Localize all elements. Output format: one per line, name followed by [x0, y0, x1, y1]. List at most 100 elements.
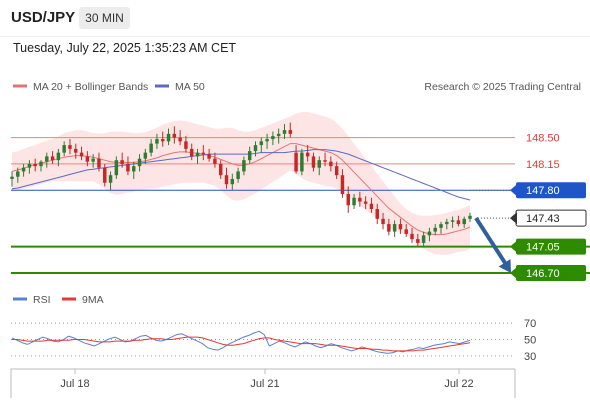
- candle-body: [120, 160, 124, 164]
- candles-layer: [10, 122, 472, 247]
- candle-body: [56, 152, 61, 161]
- candle-body: [392, 224, 397, 232]
- price-labels-layer: 148.50 148.15 147.80 147.43 147.05 146.70: [510, 133, 587, 281]
- credit-label: Research © 2025 Trading Central: [424, 81, 581, 93]
- datetime-label: Tuesday, July 22, 2025 1:35:23 AM CET: [13, 41, 237, 55]
- price-tag-text: 146.70: [526, 268, 560, 280]
- candle-body: [323, 160, 327, 162]
- candle-body: [456, 220, 461, 225]
- price-levels-layer: [11, 137, 590, 274]
- candle-body: [265, 139, 269, 142]
- rsi-legend: RSI 9MA: [13, 294, 104, 306]
- candle-body: [62, 145, 66, 153]
- candle-body: [21, 167, 26, 172]
- price-label-148.50: 148.50: [526, 133, 560, 145]
- price-tag-bg: [516, 264, 586, 281]
- candle-body: [450, 220, 455, 222]
- candle-body: [340, 175, 345, 194]
- ma50-legend-label: MA 50: [175, 81, 205, 93]
- candle-body: [276, 133, 281, 137]
- candle-body: [166, 133, 171, 142]
- candle-body: [114, 160, 119, 176]
- price-tag-146.70: 146.70: [510, 264, 586, 281]
- candle-body: [108, 175, 113, 183]
- price-tag-147.05: 147.05: [510, 238, 586, 255]
- candle-body: [137, 158, 142, 167]
- candle-body: [79, 152, 84, 157]
- candle-body: [334, 166, 339, 176]
- candle-body: [363, 201, 368, 204]
- candle-body: [346, 194, 350, 206]
- rsi-series-RSI: [11, 330, 471, 354]
- forecast-arrow-shaft: [474, 216, 509, 268]
- candle-body: [230, 178, 235, 185]
- candle-body: [103, 167, 107, 183]
- price-tag-text: 147.05: [526, 242, 560, 254]
- rsi-series-9MA: [12, 336, 471, 352]
- ma9-legend-label: 9MA: [82, 294, 104, 306]
- candle-body: [224, 175, 229, 185]
- price-tag-pointer: [510, 266, 517, 279]
- candle-body: [427, 231, 432, 236]
- top-bar: USD/JPY 30 MIN: [0, 0, 590, 37]
- candle-body: [282, 130, 287, 134]
- price-tag-bg: [516, 182, 586, 199]
- symbol-title: USD/JPY: [11, 9, 76, 26]
- price-tag-147.80: 147.80: [510, 182, 586, 199]
- rsi-legend-label: RSI: [33, 294, 51, 306]
- rsi-panel: 70 50 30: [11, 318, 536, 363]
- candle-body: [369, 203, 374, 210]
- candle-body: [39, 161, 43, 167]
- ma50-line: [11, 149, 471, 201]
- candle-body: [178, 137, 182, 142]
- candle-body: [218, 163, 223, 176]
- price-label-148.15: 148.15: [526, 159, 560, 171]
- x-tick-label: Jul 18: [60, 378, 89, 390]
- timeframe-button[interactable]: 30 MIN: [79, 7, 130, 29]
- bollinger-band-layer: [12, 112, 470, 255]
- rsi-tick-70: 70: [524, 318, 536, 330]
- bollinger-band-area: [12, 112, 470, 255]
- candle-body: [421, 235, 426, 243]
- price-tag-pointer: [510, 212, 517, 225]
- candle-body: [329, 161, 333, 167]
- price-tag-pointer: [510, 240, 517, 253]
- candle-body: [97, 158, 101, 168]
- candle-body: [387, 224, 391, 232]
- candle-body: [253, 145, 258, 152]
- candle-body: [184, 141, 188, 149]
- candle-body: [242, 160, 246, 172]
- candle-body: [195, 152, 200, 157]
- candle-body: [294, 152, 298, 172]
- candle-body: [68, 145, 72, 149]
- forecast-arrow-layer: [474, 216, 511, 273]
- candle-body: [236, 171, 240, 179]
- candle-body: [416, 239, 420, 243]
- candle-body: [288, 130, 293, 134]
- candle-body: [381, 218, 385, 225]
- candle-body: [143, 152, 148, 159]
- candle-body: [160, 139, 165, 142]
- candle-body: [149, 143, 153, 153]
- candle-body: [410, 233, 414, 240]
- candle-body: [207, 154, 211, 159]
- candle-body: [404, 229, 408, 234]
- candle-body: [91, 158, 95, 162]
- price-tag-text: 147.80: [526, 185, 560, 197]
- price-tag-pointer: [510, 184, 517, 197]
- candle-body: [27, 163, 32, 168]
- price-tag-bg: [516, 238, 586, 255]
- candle-body: [300, 152, 304, 172]
- candle-body: [172, 133, 177, 138]
- candle-body: [74, 148, 78, 153]
- candle-body: [247, 151, 252, 161]
- candle-body: [213, 158, 217, 164]
- candle-body: [433, 227, 437, 232]
- x-tick-label: Jul 22: [444, 378, 473, 390]
- candle-body: [468, 215, 472, 219]
- candle-body: [398, 224, 403, 230]
- candle-body: [358, 197, 362, 202]
- main-legend: MA 20 + Bollinger Bands MA 50 Research ©…: [13, 81, 581, 93]
- candle-body: [352, 197, 356, 206]
